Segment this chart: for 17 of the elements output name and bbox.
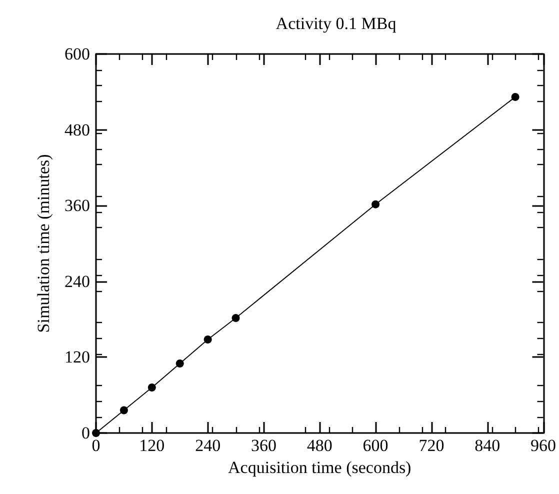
y-axis-title: Simulation time (minutes) — [34, 154, 53, 333]
x-axis-title: Acquisition time (seconds) — [228, 458, 412, 477]
x-tick-label: 120 — [139, 436, 165, 455]
y-tick-label: 480 — [64, 120, 90, 140]
x-tick-label: 960 — [530, 436, 556, 455]
y-tick-label: 360 — [64, 196, 90, 216]
x-tick-label: 600 — [362, 436, 388, 455]
chart-title: Activity 0.1 MBq — [276, 14, 397, 33]
y-tick-label: 240 — [64, 272, 90, 291]
x-tick-label: 360 — [250, 436, 276, 455]
x-tick-label: 720 — [418, 436, 444, 455]
x-tick-label: 480 — [306, 436, 332, 455]
y-tick-label: 120 — [64, 348, 90, 367]
x-tick-label: 840 — [474, 436, 500, 455]
x-tick-label: 240 — [195, 436, 221, 455]
y-tick-label: 0 — [82, 424, 90, 442]
y-tick-label: 600 — [64, 44, 90, 64]
